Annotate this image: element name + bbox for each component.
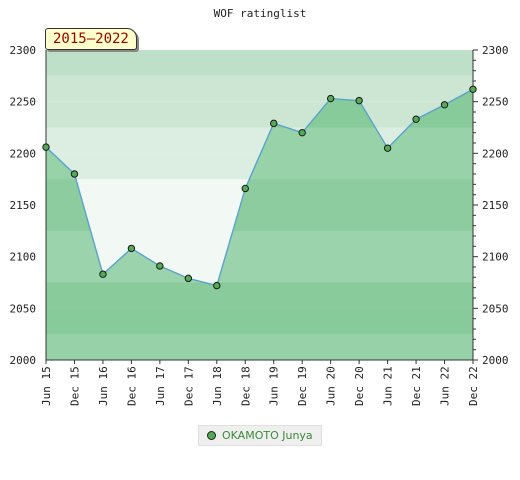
series-area	[46, 89, 473, 361]
x-tick-label: Jun 15	[40, 366, 53, 406]
y-tick-label-right: 2100	[482, 251, 509, 264]
chart-title: WOF ratinglist	[214, 7, 307, 20]
data-marks	[42, 85, 477, 290]
y-tick-label-right: 2150	[482, 199, 509, 212]
data-point	[326, 94, 335, 103]
y-tick-label-right: 2050	[482, 302, 509, 315]
x-tick-label: Jun 18	[211, 366, 224, 406]
data-point	[412, 115, 420, 123]
y-tick-label-right: 2200	[482, 147, 509, 160]
x-tick-label: Dec 17	[182, 366, 195, 406]
data-point	[469, 85, 477, 93]
y-tick-label-left: 2150	[10, 199, 37, 212]
data-point	[355, 96, 363, 105]
data-point	[213, 281, 221, 290]
data-point	[270, 119, 278, 128]
x-tick-label: Dec 22	[467, 366, 480, 406]
data-point	[127, 244, 136, 253]
background-band	[46, 101, 473, 128]
y-tick-label-left: 2200	[10, 147, 37, 160]
x-tick-label: Jun 22	[439, 366, 452, 406]
y-tick-label-left: 2000	[10, 354, 37, 367]
x-tick-label: Jun 19	[268, 366, 281, 406]
x-tick-label: Dec 21	[410, 366, 423, 406]
x-tick-label: Jun 21	[382, 366, 395, 406]
x-tick-label: Dec 18	[239, 366, 252, 406]
y-tick-label-right: 2300	[482, 44, 509, 57]
y-tick-label-right: 2000	[482, 354, 509, 367]
x-tick-label: Jun 17	[154, 366, 167, 406]
legend-label: OKAMOTO Junya	[222, 429, 313, 442]
data-point	[383, 144, 392, 152]
y-tick-label-left: 2100	[10, 251, 37, 264]
x-tick-label: Jun 20	[325, 366, 338, 406]
background-band	[46, 50, 473, 76]
series-line	[45, 88, 474, 287]
data-point	[440, 101, 449, 109]
legend-marker	[207, 431, 216, 440]
axes: 2000 2000 2050 2050 2100 2100 2150 2150 2200 2200…	[10, 44, 509, 406]
data-point	[298, 128, 306, 137]
x-tick-label: Dec 15	[68, 366, 81, 406]
y-tick-label-left: 2300	[10, 44, 37, 57]
data-point	[241, 184, 249, 193]
data-point	[156, 262, 164, 270]
legend: OKAMOTO Junya	[198, 425, 322, 446]
x-tick-label: Dec 19	[296, 366, 309, 406]
area-stripe	[46, 308, 473, 335]
data-point	[42, 143, 50, 151]
x-tick-label: Jun 16	[97, 366, 110, 406]
data-point	[99, 270, 107, 278]
x-tick-label: Dec 20	[353, 366, 366, 406]
data-point	[184, 274, 193, 283]
x-tick-label: Dec 16	[125, 366, 138, 406]
background-band	[46, 75, 473, 102]
period-badge: 2015–2022	[45, 28, 137, 50]
area-stripe	[46, 282, 473, 309]
y-tick-label-right: 2250	[482, 96, 509, 109]
data-point	[70, 170, 79, 178]
y-tick-label-left: 2050	[10, 302, 37, 315]
y-tick-label-left: 2250	[10, 96, 37, 109]
